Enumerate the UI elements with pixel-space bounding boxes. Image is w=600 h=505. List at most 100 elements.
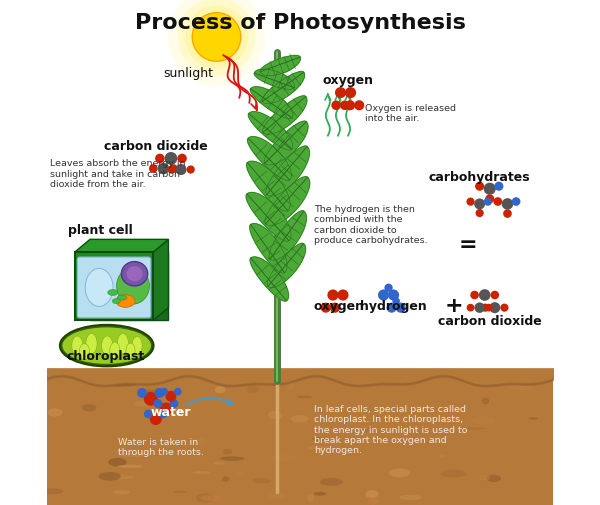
Circle shape: [168, 0, 265, 86]
Circle shape: [331, 101, 341, 111]
Polygon shape: [250, 87, 293, 120]
Text: =: =: [458, 235, 478, 255]
Ellipse shape: [307, 446, 328, 449]
Ellipse shape: [151, 434, 177, 437]
Circle shape: [178, 155, 187, 164]
Text: oxygen: oxygen: [323, 74, 374, 87]
Ellipse shape: [297, 396, 313, 398]
Circle shape: [489, 302, 500, 314]
FancyBboxPatch shape: [77, 258, 151, 318]
Circle shape: [475, 182, 484, 191]
Ellipse shape: [86, 334, 97, 354]
Polygon shape: [269, 211, 307, 261]
Text: Oxygen is released
into the air.: Oxygen is released into the air.: [365, 104, 456, 123]
FancyBboxPatch shape: [75, 252, 153, 321]
Ellipse shape: [113, 490, 130, 494]
Circle shape: [494, 182, 503, 191]
Ellipse shape: [98, 472, 121, 481]
Text: +: +: [445, 295, 464, 316]
Text: carbohydrates: carbohydrates: [429, 170, 530, 183]
Circle shape: [159, 410, 167, 418]
Circle shape: [158, 164, 169, 175]
Circle shape: [154, 399, 163, 408]
Circle shape: [155, 155, 164, 164]
Text: carbon dioxide: carbon dioxide: [438, 314, 542, 327]
Text: Water is taken in
through the roots.: Water is taken in through the roots.: [118, 437, 204, 456]
Circle shape: [169, 165, 178, 173]
Ellipse shape: [311, 437, 328, 441]
Circle shape: [155, 388, 164, 398]
Ellipse shape: [110, 342, 120, 360]
Ellipse shape: [196, 493, 214, 502]
Circle shape: [503, 210, 512, 219]
Polygon shape: [247, 162, 290, 212]
Circle shape: [178, 0, 256, 77]
Ellipse shape: [472, 416, 495, 425]
Ellipse shape: [192, 471, 211, 474]
Circle shape: [185, 7, 248, 69]
Circle shape: [150, 413, 162, 425]
Circle shape: [485, 195, 494, 204]
Ellipse shape: [222, 476, 229, 482]
Polygon shape: [250, 258, 289, 301]
Ellipse shape: [140, 390, 164, 392]
Ellipse shape: [272, 454, 296, 462]
Circle shape: [484, 198, 492, 207]
Ellipse shape: [113, 475, 135, 479]
Ellipse shape: [320, 478, 343, 486]
Circle shape: [144, 410, 152, 418]
Circle shape: [466, 198, 475, 207]
Ellipse shape: [460, 428, 485, 430]
Polygon shape: [248, 113, 293, 151]
Circle shape: [340, 101, 350, 111]
Ellipse shape: [399, 494, 422, 500]
Circle shape: [187, 166, 195, 174]
Ellipse shape: [529, 417, 538, 420]
Ellipse shape: [60, 325, 154, 367]
Polygon shape: [250, 224, 287, 274]
Polygon shape: [254, 70, 295, 90]
Text: In leaf cells, special parts called
chloroplast. In the chloroplasts,
the energy: In leaf cells, special parts called chlo…: [314, 404, 467, 454]
Text: Process of Photosynthesis: Process of Photosynthesis: [134, 13, 466, 33]
Ellipse shape: [213, 462, 225, 465]
Polygon shape: [267, 244, 305, 288]
Ellipse shape: [365, 490, 379, 498]
Ellipse shape: [286, 383, 294, 390]
Circle shape: [335, 88, 346, 99]
Ellipse shape: [79, 344, 89, 360]
Ellipse shape: [127, 267, 143, 282]
Circle shape: [174, 388, 182, 396]
Ellipse shape: [188, 438, 208, 445]
Circle shape: [388, 290, 399, 301]
Polygon shape: [263, 96, 307, 135]
Text: carbon dioxide: carbon dioxide: [104, 140, 208, 153]
Ellipse shape: [215, 386, 226, 393]
Circle shape: [354, 101, 364, 111]
Circle shape: [167, 166, 176, 174]
Polygon shape: [264, 122, 308, 166]
Ellipse shape: [85, 269, 113, 307]
Circle shape: [494, 198, 502, 207]
Ellipse shape: [186, 403, 192, 406]
Circle shape: [512, 198, 520, 207]
Circle shape: [474, 199, 485, 210]
Circle shape: [149, 165, 158, 173]
Text: sunlight: sunlight: [164, 67, 214, 80]
Ellipse shape: [132, 337, 142, 355]
Ellipse shape: [47, 409, 63, 417]
Ellipse shape: [101, 336, 113, 356]
Ellipse shape: [268, 411, 283, 420]
Circle shape: [328, 290, 338, 301]
Ellipse shape: [368, 497, 379, 505]
Circle shape: [378, 290, 389, 301]
Text: plant cell: plant cell: [68, 223, 133, 236]
Ellipse shape: [173, 491, 188, 493]
Ellipse shape: [112, 299, 121, 304]
Ellipse shape: [110, 382, 137, 387]
Ellipse shape: [119, 453, 145, 457]
Circle shape: [160, 402, 172, 416]
Ellipse shape: [42, 488, 64, 494]
Circle shape: [345, 88, 356, 99]
Ellipse shape: [200, 495, 223, 501]
Ellipse shape: [133, 401, 152, 407]
